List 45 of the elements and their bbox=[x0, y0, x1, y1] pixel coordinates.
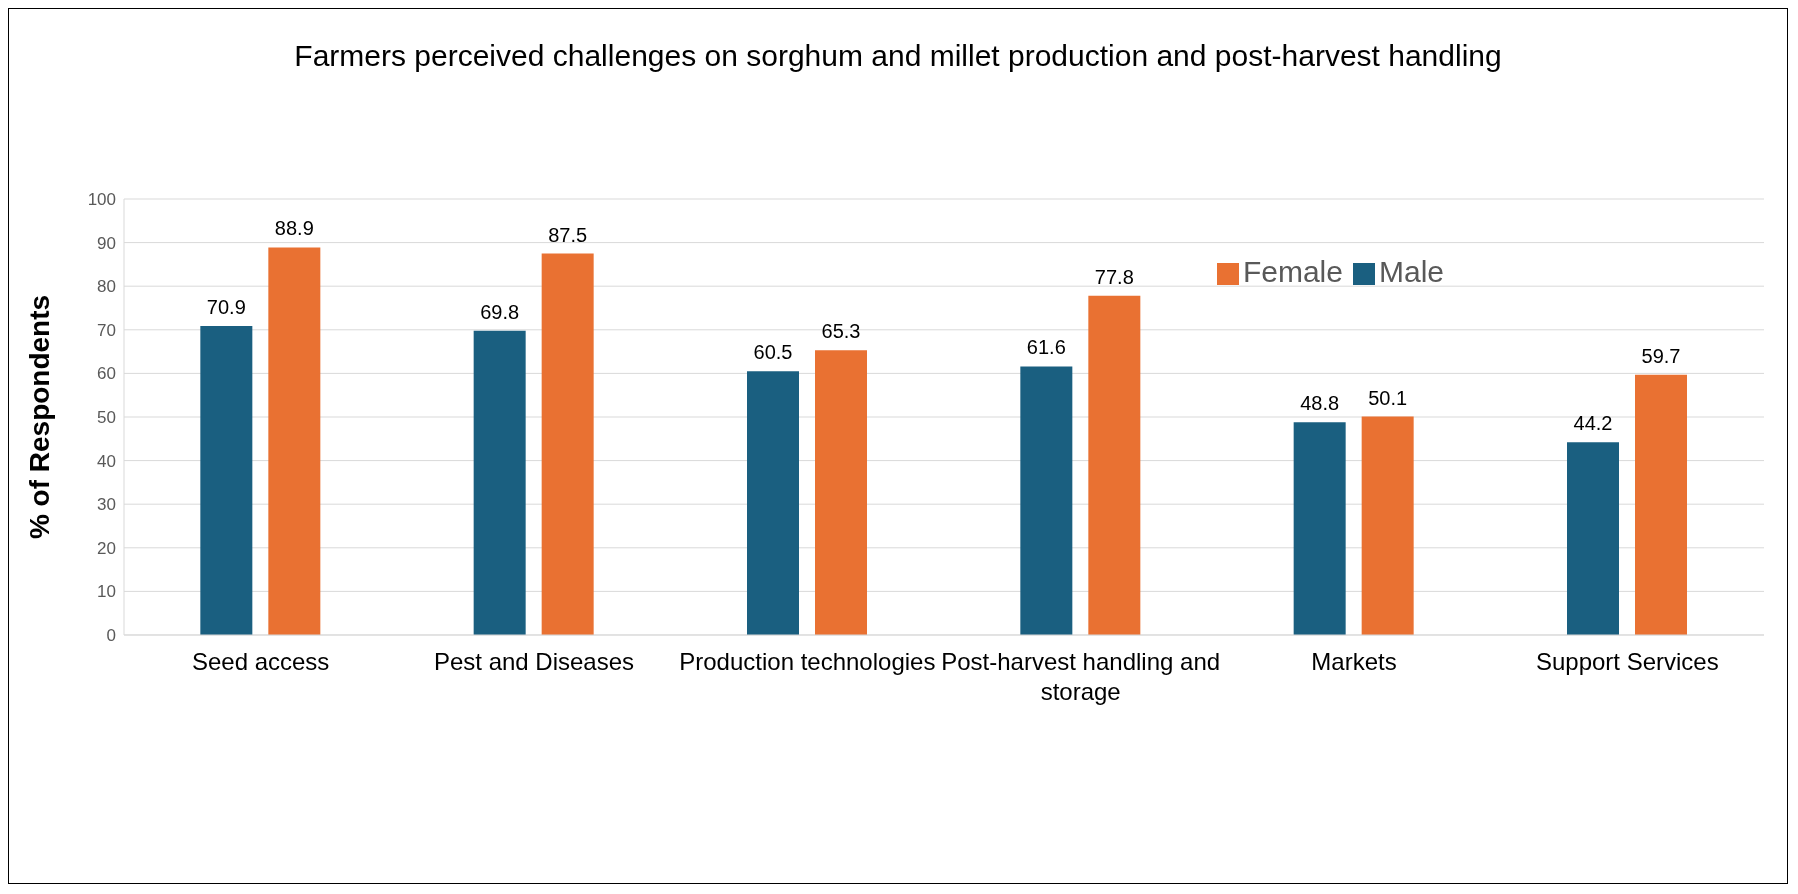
chart-title: Farmers perceived challenges on sorghum and millet production and post-harvest handling bbox=[293, 38, 1503, 74]
legend-label: Male bbox=[1378, 255, 1444, 288]
data-label: 70.9 bbox=[206, 295, 246, 318]
y-tick-label: 90 bbox=[97, 233, 116, 253]
data-label: 77.8 bbox=[1094, 265, 1134, 288]
y-axis-title: % of Respondents bbox=[23, 294, 55, 540]
bar bbox=[1293, 422, 1346, 635]
x-tick-label: Pest and Diseases bbox=[433, 648, 635, 676]
y-tick-label: 0 bbox=[106, 626, 116, 646]
y-tick-label: 60 bbox=[97, 364, 116, 384]
bar bbox=[200, 325, 253, 635]
y-tick-label: 30 bbox=[97, 495, 116, 515]
y-tick-label: 80 bbox=[97, 277, 116, 297]
data-label: 87.5 bbox=[548, 223, 588, 246]
x-tick-label: Support Services bbox=[1535, 648, 1719, 676]
y-tick-label: 70 bbox=[97, 320, 116, 340]
x-tick-label: Markets bbox=[1311, 648, 1397, 676]
data-label: 61.6 bbox=[1026, 336, 1066, 359]
x-tick-label: Production technologies bbox=[679, 648, 936, 676]
data-label: 44.2 bbox=[1573, 412, 1613, 435]
y-tick-label: 100 bbox=[87, 190, 116, 210]
data-label: 88.9 bbox=[274, 217, 314, 240]
y-tick-label: 40 bbox=[97, 451, 116, 471]
legend-label: Female bbox=[1242, 255, 1343, 288]
data-label: 69.8 bbox=[480, 300, 520, 323]
data-label: 60.5 bbox=[753, 341, 793, 364]
bar bbox=[541, 253, 594, 635]
x-tick-label: Seed access bbox=[191, 648, 330, 676]
y-tick-label: 50 bbox=[97, 408, 116, 428]
bar bbox=[1635, 374, 1687, 635]
y-tick-label: 10 bbox=[97, 582, 116, 602]
bar bbox=[747, 371, 799, 635]
bar bbox=[1020, 366, 1073, 635]
bar bbox=[815, 350, 867, 635]
bar bbox=[1567, 442, 1619, 635]
bar bbox=[268, 247, 321, 635]
bar bbox=[1088, 295, 1141, 635]
x-tick-label: Post-harvest handling and storage bbox=[941, 648, 1221, 706]
data-label: 50.1 bbox=[1368, 386, 1408, 409]
data-label: 59.7 bbox=[1641, 344, 1681, 367]
bar bbox=[473, 330, 526, 635]
data-label: 48.8 bbox=[1300, 392, 1340, 415]
y-tick-label: 20 bbox=[97, 538, 116, 558]
data-label: 65.3 bbox=[821, 320, 861, 343]
bar bbox=[1361, 416, 1414, 635]
